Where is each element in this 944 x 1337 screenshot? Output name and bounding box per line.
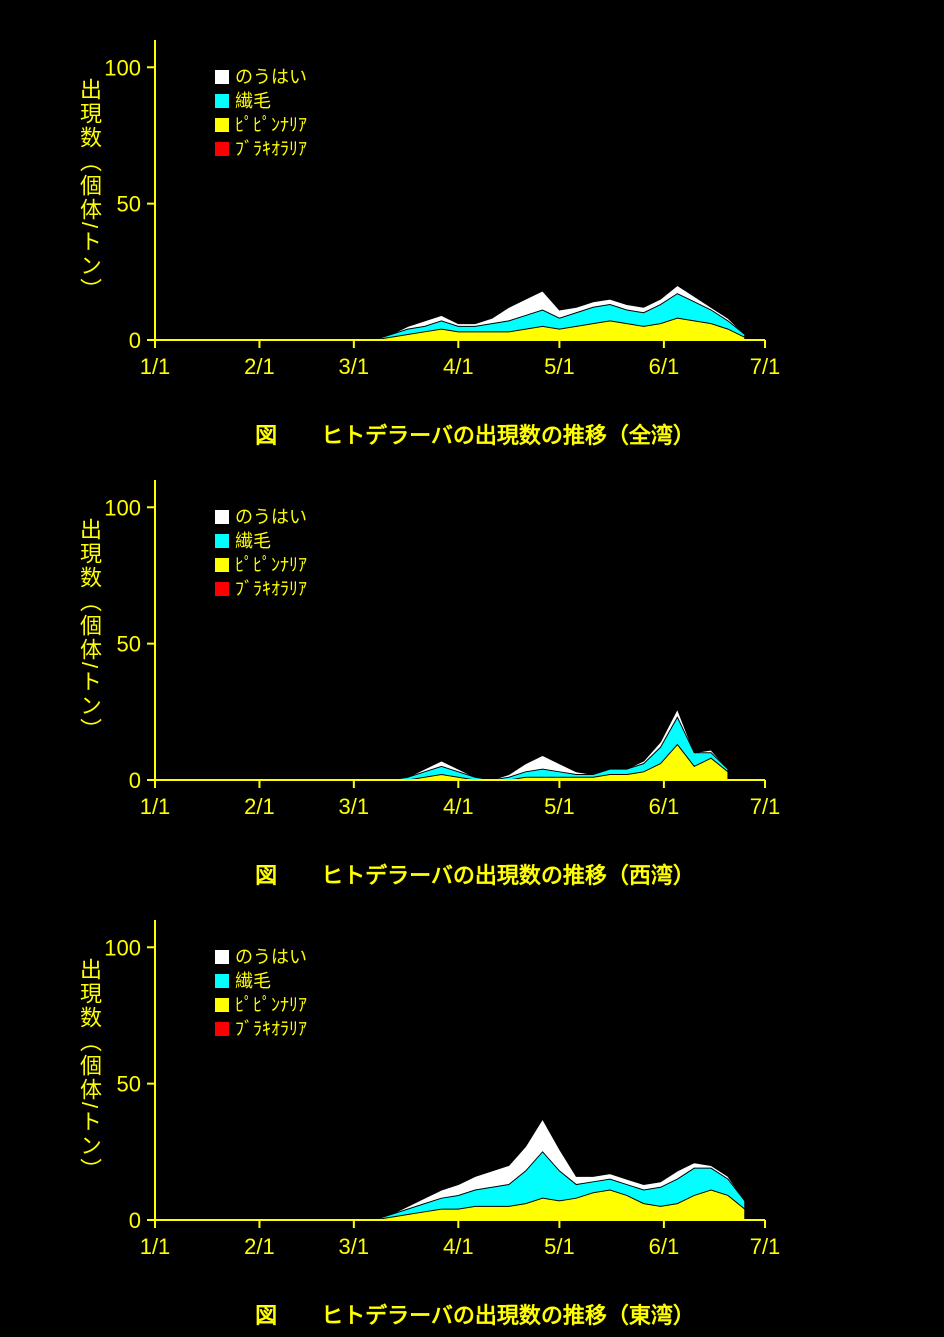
legend-item: のうはい (215, 945, 307, 969)
caption-text: ヒトデラーバの出現数の推移（西湾） (321, 863, 695, 888)
x-tick-label: 6/1 (649, 794, 680, 819)
legend-item: ﾌﾞﾗｷｵﾗﾘｱ (215, 577, 307, 601)
legend-swatch (215, 142, 229, 156)
y-tick-label: 50 (117, 192, 141, 217)
legend-item: ﾌﾞﾗｷｵﾗﾘｱ (215, 1017, 307, 1041)
x-tick-label: 3/1 (339, 794, 370, 819)
x-tick-label: 5/1 (544, 354, 575, 379)
x-tick-label: 4/1 (443, 1234, 474, 1259)
legend-label: のうはい (235, 945, 307, 969)
x-tick-label: 4/1 (443, 794, 474, 819)
x-tick-label: 5/1 (544, 794, 575, 819)
y-tick-label: 100 (104, 55, 141, 80)
legend: のうはい繊毛ﾋﾟﾋﾟﾝﾅﾘｱﾌﾞﾗｷｵﾗﾘｱ (215, 65, 307, 161)
x-tick-label: 3/1 (339, 1234, 370, 1259)
legend-swatch (215, 118, 229, 132)
legend-swatch (215, 510, 229, 524)
x-tick-label: 1/1 (140, 794, 171, 819)
legend-label: ﾋﾟﾋﾟﾝﾅﾘｱ (235, 553, 307, 577)
x-tick-label: 2/1 (244, 354, 275, 379)
legend-swatch (215, 974, 229, 988)
y-axis-label: 出現数（個体/トン） (80, 50, 105, 330)
chart-panel-east: 出現数（個体/トン） 0 50 100 1/1 2/1 3/1 4/1 5/1 6/1 7/1 のうは… (75, 890, 875, 1330)
x-tick-label: 6/1 (649, 354, 680, 379)
chart-panel-west: 出現数（個体/トン） 0 50 100 1/1 2/1 3/1 4/1 5/1 6/1 7/1 のうは… (75, 450, 875, 890)
chart-caption: 図 ヒトデラーバの出現数の推移（全湾） (75, 418, 875, 450)
y-tick-label: 100 (104, 935, 141, 960)
legend-item: ﾋﾟﾋﾟﾝﾅﾘｱ (215, 993, 307, 1017)
y-tick-label: 0 (129, 768, 141, 793)
caption-text: ヒトデラーバの出現数の推移（東湾） (321, 1303, 695, 1328)
legend-swatch (215, 582, 229, 596)
y-tick-label: 100 (104, 495, 141, 520)
x-tick-label: 7/1 (750, 354, 781, 379)
legend-label: 繊毛 (235, 969, 271, 993)
y-tick-label: 50 (117, 1072, 141, 1097)
legend-item: ﾋﾟﾋﾟﾝﾅﾘｱ (215, 113, 307, 137)
x-tick-label: 2/1 (244, 794, 275, 819)
legend-label: のうはい (235, 65, 307, 89)
legend-swatch (215, 534, 229, 548)
x-tick-label: 1/1 (140, 1234, 171, 1259)
x-tick-label: 5/1 (544, 1234, 575, 1259)
legend-swatch (215, 950, 229, 964)
legend-label: 繊毛 (235, 529, 271, 553)
x-tick-label: 2/1 (244, 1234, 275, 1259)
legend-label: ﾌﾞﾗｷｵﾗﾘｱ (235, 137, 307, 161)
y-axis-label: 出現数（個体/トン） (80, 490, 105, 770)
chart-panel-all: 出現数（個体/トン） 0 50 100 1/1 2/1 3/1 4/1 5/1 6/1 7/1 のうは… (75, 10, 875, 450)
chart-caption: 図 ヒトデラーバの出現数の推移（西湾） (75, 858, 875, 890)
legend-item: のうはい (215, 505, 307, 529)
legend-label: ﾋﾟﾋﾟﾝﾅﾘｱ (235, 993, 307, 1017)
y-tick-label: 0 (129, 328, 141, 353)
x-tick-label: 4/1 (443, 354, 474, 379)
legend-label: 繊毛 (235, 89, 271, 113)
legend-swatch (215, 1022, 229, 1036)
x-tick-label: 1/1 (140, 354, 171, 379)
legend-label: ﾌﾞﾗｷｵﾗﾘｱ (235, 1017, 307, 1041)
caption-text: ヒトデラーバの出現数の推移（全湾） (321, 423, 695, 448)
y-tick-label: 50 (117, 632, 141, 657)
legend-item: のうはい (215, 65, 307, 89)
legend-label: のうはい (235, 505, 307, 529)
caption-prefix: 図 (255, 863, 277, 888)
legend-label: ﾌﾞﾗｷｵﾗﾘｱ (235, 577, 307, 601)
legend: のうはい繊毛ﾋﾟﾋﾟﾝﾅﾘｱﾌﾞﾗｷｵﾗﾘｱ (215, 945, 307, 1041)
legend-item: 繊毛 (215, 969, 307, 993)
legend-item: ﾌﾞﾗｷｵﾗﾘｱ (215, 137, 307, 161)
caption-prefix: 図 (255, 423, 277, 448)
legend: のうはい繊毛ﾋﾟﾋﾟﾝﾅﾘｱﾌﾞﾗｷｵﾗﾘｱ (215, 505, 307, 601)
legend-swatch (215, 70, 229, 84)
legend-item: ﾋﾟﾋﾟﾝﾅﾘｱ (215, 553, 307, 577)
x-tick-label: 7/1 (750, 794, 781, 819)
chart-caption: 図 ヒトデラーバの出現数の推移（東湾） (75, 1298, 875, 1330)
legend-label: ﾋﾟﾋﾟﾝﾅﾘｱ (235, 113, 307, 137)
legend-swatch (215, 998, 229, 1012)
legend-swatch (215, 94, 229, 108)
y-axis-label: 出現数（個体/トン） (80, 930, 105, 1210)
legend-item: 繊毛 (215, 89, 307, 113)
x-tick-label: 6/1 (649, 1234, 680, 1259)
caption-prefix: 図 (255, 1303, 277, 1328)
legend-swatch (215, 558, 229, 572)
y-tick-label: 0 (129, 1208, 141, 1233)
x-tick-label: 3/1 (339, 354, 370, 379)
x-tick-label: 7/1 (750, 1234, 781, 1259)
legend-item: 繊毛 (215, 529, 307, 553)
